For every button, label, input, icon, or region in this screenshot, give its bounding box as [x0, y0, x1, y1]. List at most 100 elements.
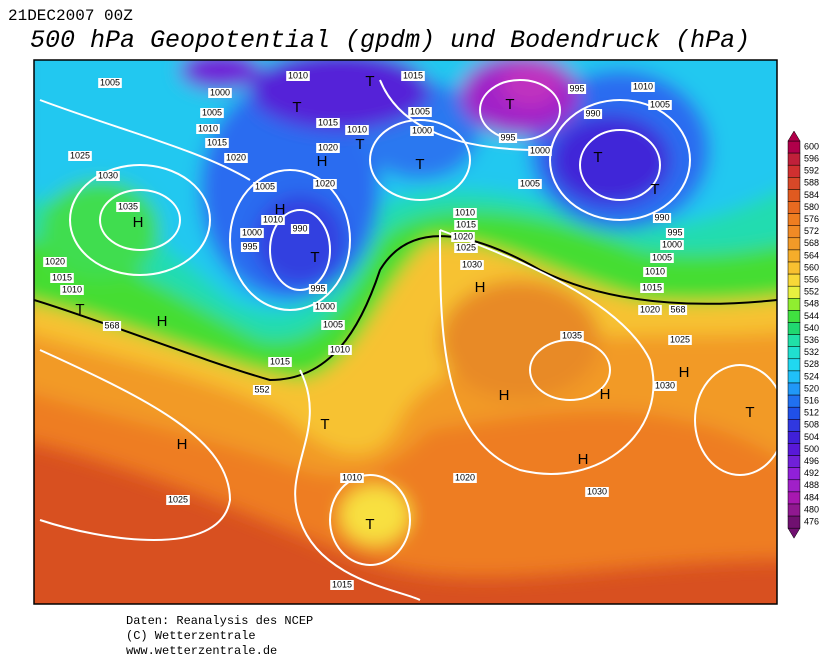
colorbar-tick-label: 568 [804, 238, 819, 248]
footer-line: Daten: Reanalysis des NCEP [126, 614, 313, 628]
label-background [313, 179, 337, 189]
label-background [253, 182, 277, 192]
isobar-label: 1010 [633, 81, 653, 91]
colorbar-cell [787, 346, 801, 360]
label-background [631, 82, 655, 92]
pressure-center-label: H [679, 364, 690, 381]
colorbar-cell [787, 249, 801, 263]
pressure-center-label: T [593, 149, 602, 166]
colorbar-cell [787, 177, 801, 190]
label-background [252, 385, 272, 395]
label-background [208, 88, 232, 98]
colorbar-tick-label: 564 [804, 250, 819, 260]
pressure-center-label: H [275, 201, 286, 218]
pressure-center-label: T [415, 156, 424, 173]
label-background [240, 228, 264, 238]
label-background [408, 107, 432, 117]
colorbar-cell [787, 455, 801, 468]
pressure-center-label: H [317, 153, 328, 170]
isobar-label: 995 [310, 283, 325, 293]
isobar-label: 990 [654, 212, 669, 222]
isobar-label: 1015 [456, 219, 476, 229]
colorbar-tick-label: 496 [804, 456, 819, 466]
pressure-center-label: H [475, 279, 486, 296]
colorbar-cell [787, 225, 801, 239]
label-background [643, 267, 667, 277]
map-frame [33, 59, 778, 605]
label-background [316, 118, 340, 128]
colorbar-cell [787, 382, 801, 396]
isobar-label: 568 [104, 320, 119, 330]
label-background [498, 133, 518, 143]
colorbar-tick-label: 548 [804, 299, 819, 309]
colorbar-tick-label: 544 [804, 311, 819, 321]
colorbar-tick-label: 584 [804, 190, 819, 200]
isobar-label: 1000 [662, 239, 682, 249]
isobar-label: 1030 [462, 259, 482, 269]
label-background [453, 473, 477, 483]
pressure-center-label: H [499, 387, 510, 404]
label-background [560, 331, 584, 341]
isobar-label: 1005 [100, 77, 120, 87]
isobar-label: 1005 [652, 252, 672, 262]
isobar-label: 995 [242, 241, 257, 251]
colorbar-tick-label: 508 [804, 420, 819, 430]
footer-line: www.wetterzentrale.de [126, 644, 277, 658]
colorbar-tick-label: 524 [804, 371, 819, 381]
isobar-label: 1025 [168, 494, 188, 504]
isobar-label: 1025 [70, 150, 90, 160]
pressure-center-label: T [320, 416, 329, 433]
pressure-center-label: T [365, 73, 374, 90]
colorbar-tick-label: 596 [804, 154, 819, 164]
isobar-label: 995 [569, 83, 584, 93]
isobar-label: 1025 [670, 334, 690, 344]
label-background [454, 243, 478, 253]
label-background [453, 208, 477, 218]
isobar-label: 1010 [330, 344, 350, 354]
pressure-center-label: T [75, 301, 84, 318]
isobar-label: 1005 [323, 319, 343, 329]
colorbar-tick-label: 488 [804, 480, 819, 490]
isobars [39, 79, 777, 601]
colorbar-cell [787, 140, 801, 154]
isobar-label: 1010 [455, 207, 475, 217]
colorbar-tick-label: 556 [804, 275, 819, 285]
label-background [460, 260, 484, 270]
label-background [205, 138, 229, 148]
colorbar-tick-label: 536 [804, 335, 819, 345]
label-background [583, 109, 603, 119]
isobar-label: 1010 [347, 124, 367, 134]
label-background [328, 345, 352, 355]
pressure-center-label: T [505, 96, 514, 113]
isobar-label: 1020 [453, 231, 473, 241]
colorbar-cell [787, 491, 801, 505]
date-label: 21DEC2007 00Z [8, 7, 133, 25]
isobar-label: 1010 [342, 472, 362, 482]
colorbar-tick-label: 576 [804, 214, 819, 224]
colorbar-top-arrow [787, 130, 801, 142]
label-background [653, 381, 677, 391]
pressure-center-label: T [292, 99, 301, 116]
colorbar-tick-label: 504 [804, 432, 819, 442]
isobar-label: 1010 [198, 123, 218, 133]
colorbar-cell [787, 237, 801, 251]
colorbar-cell [787, 285, 801, 299]
pressure-center-label: T [365, 516, 374, 533]
map-title: 500 hPa Geopotential (gpdm) und Bodendru… [30, 26, 750, 55]
colorbar-cell [787, 334, 801, 347]
colorbar-tick-label: 560 [804, 262, 819, 272]
colorbar-tick-label: 580 [804, 202, 819, 212]
colorbar-tick-label: 540 [804, 323, 819, 333]
label-background [224, 153, 248, 163]
isobar-label: 1025 [456, 242, 476, 252]
label-background [98, 78, 122, 88]
isobar-label: 568 [670, 304, 685, 314]
isobar-label: 995 [667, 227, 682, 237]
isobar-label: 1005 [202, 107, 222, 117]
colorbar-cell [787, 443, 801, 456]
colorbar-tick-label: 484 [804, 492, 819, 502]
footer: Daten: Reanalysis des NCEP(C) Wetterzent… [126, 614, 313, 658]
isobar-label: 552 [254, 384, 269, 394]
